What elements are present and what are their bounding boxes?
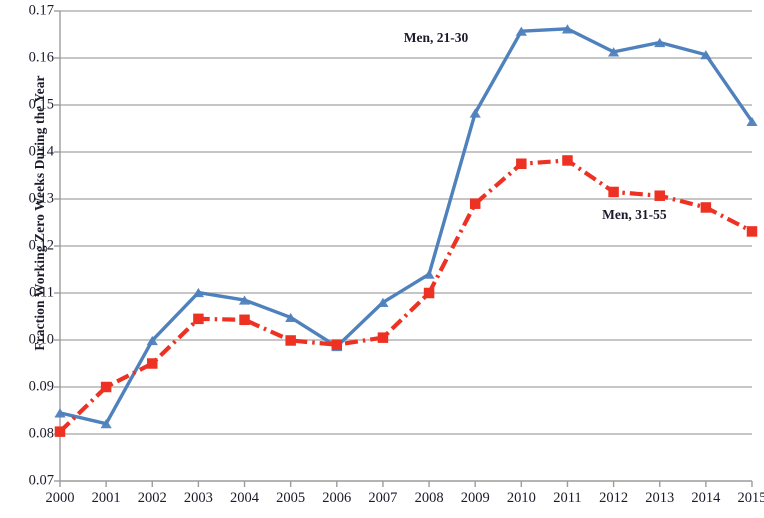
x-tick-label: 2013 <box>645 490 675 506</box>
y-axis-tick-labels: 0.07 0.08 0.09 0.10 0.11 0.12 0.13 0.14 0.15 0.16… <box>0 0 54 518</box>
y-tick-label: 0.15 <box>28 96 54 113</box>
data-point-marker <box>654 190 665 201</box>
x-tick-label: 2008 <box>414 490 444 506</box>
y-tick-label: 0.12 <box>28 237 54 254</box>
data-point-marker <box>100 381 112 393</box>
data-point-marker <box>238 295 251 305</box>
data-point-marker <box>608 186 619 198</box>
y-tick-label: 0.13 <box>28 190 54 207</box>
x-tick-label: 2006 <box>322 490 352 506</box>
data-point-marker <box>469 198 481 209</box>
data-point-marker <box>239 314 250 326</box>
x-tick-label: 2000 <box>45 490 75 506</box>
x-axis-ticks <box>59 481 753 487</box>
data-point-marker <box>654 37 666 48</box>
series-label-2: Men, 31-55 <box>602 207 667 223</box>
data-point-marker <box>285 312 297 323</box>
y-tick-label: 0.14 <box>28 143 54 160</box>
data-point-marker <box>608 47 620 57</box>
y-tick-label: 0.09 <box>28 378 54 395</box>
data-point-marker <box>562 155 573 166</box>
data-point-marker <box>700 202 712 213</box>
data-point-marker <box>746 116 758 127</box>
gridlines <box>60 10 752 435</box>
series-label-1: Men, 21-30 <box>403 29 469 45</box>
data-point-marker <box>147 358 158 369</box>
data-point-marker <box>746 226 758 237</box>
data-point-marker <box>700 50 712 60</box>
y-tick-label: 0.11 <box>29 284 54 301</box>
data-point-marker <box>515 26 527 36</box>
x-tick-label: 2003 <box>183 490 213 506</box>
data-point-marker <box>54 426 66 437</box>
x-tick-label: 2001 <box>91 490 121 506</box>
x-tick-label: 2005 <box>276 490 306 506</box>
x-tick-label: 2011 <box>553 490 582 506</box>
data-point-marker <box>192 287 204 298</box>
data-point-marker <box>331 339 343 350</box>
y-tick-label: 0.08 <box>28 425 54 442</box>
x-tick-label: 2009 <box>460 490 490 506</box>
data-point-marker <box>54 408 66 418</box>
data-point-marker <box>516 158 527 169</box>
data-point-marker <box>193 313 204 325</box>
data-point-marker <box>377 297 389 307</box>
x-tick-label: 2015 <box>737 490 764 506</box>
y-tick-label: 0.17 <box>28 2 54 19</box>
data-point-marker <box>146 335 158 346</box>
data-point-marker <box>100 419 112 429</box>
data-point-marker <box>561 24 574 34</box>
series-1 <box>54 24 758 429</box>
series-2 <box>54 155 758 437</box>
series-line <box>58 158 753 434</box>
x-tick-label: 2014 <box>691 490 721 506</box>
y-tick-label: 0.07 <box>28 472 54 489</box>
x-tick-label: 2010 <box>506 490 536 506</box>
data-point-marker <box>469 108 481 118</box>
y-tick-label: 0.16 <box>28 49 54 66</box>
series-line <box>59 27 754 426</box>
data-point-marker <box>377 332 389 343</box>
x-tick-label: 2012 <box>599 490 629 506</box>
x-tick-label: 2007 <box>368 490 398 506</box>
x-tick-label: 2002 <box>137 490 167 506</box>
data-point-marker <box>423 287 435 299</box>
y-tick-label: 0.10 <box>28 331 54 348</box>
data-series <box>54 24 758 437</box>
data-point-marker <box>423 269 435 279</box>
data-point-marker <box>285 335 296 346</box>
x-tick-label: 2004 <box>230 490 260 506</box>
